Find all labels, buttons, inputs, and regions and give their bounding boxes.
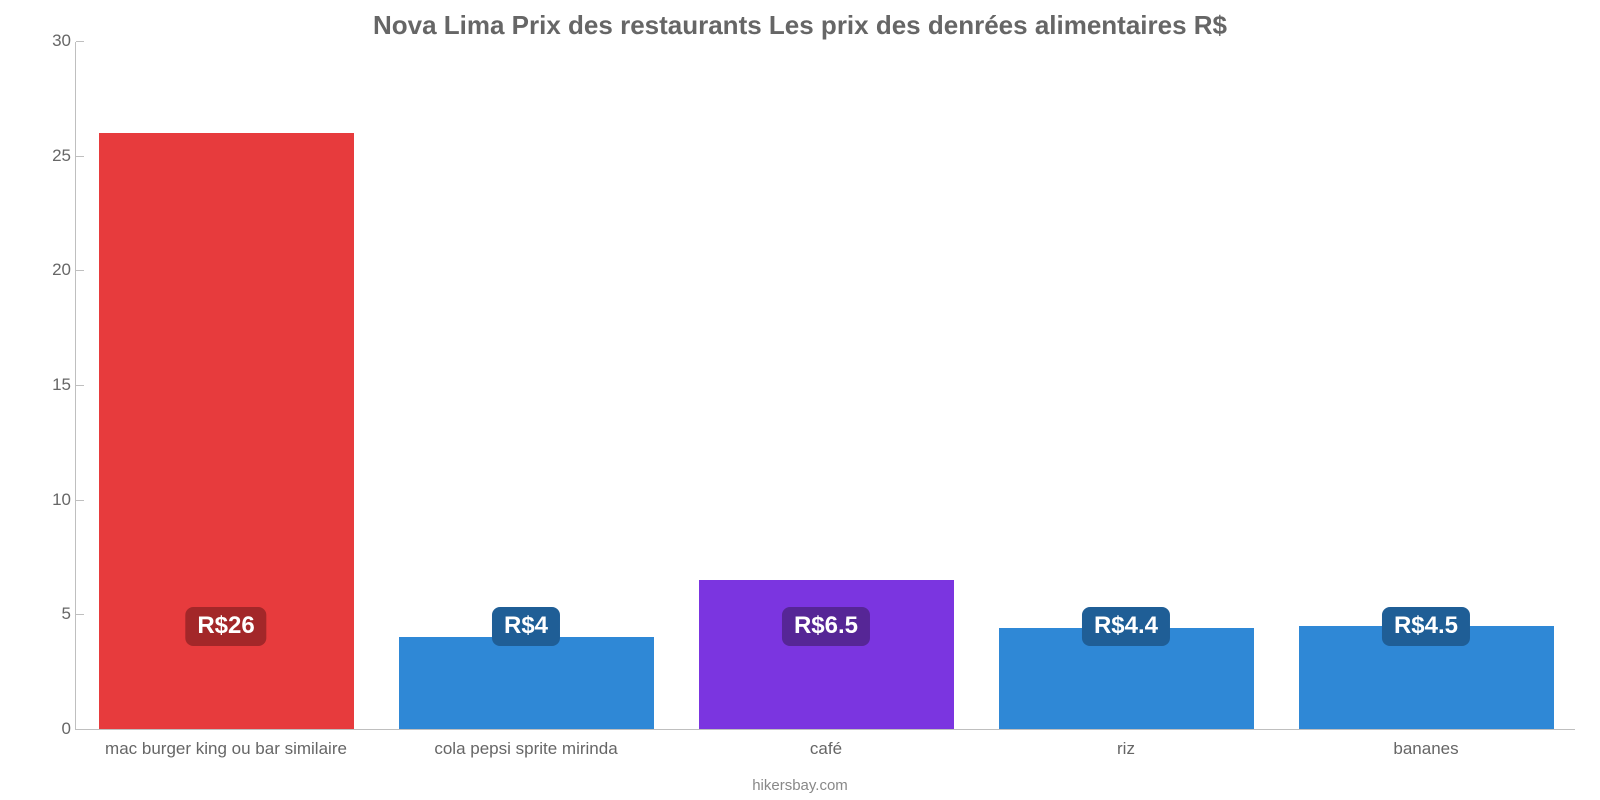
x-category-label: mac burger king ou bar similaire xyxy=(105,739,347,759)
y-tick: 5 xyxy=(31,604,71,624)
y-tick: 0 xyxy=(31,719,71,739)
x-category-label: cola pepsi sprite mirinda xyxy=(434,739,617,759)
bar-value-label: R$26 xyxy=(185,607,266,646)
bar-value-label: R$4 xyxy=(492,607,560,646)
chart-title: Nova Lima Prix des restaurants Les prix … xyxy=(0,10,1600,41)
y-tick: 15 xyxy=(31,375,71,395)
bar-value-label: R$4.5 xyxy=(1382,607,1470,646)
x-category-label: riz xyxy=(1117,739,1135,759)
y-tick: 25 xyxy=(31,146,71,166)
bar xyxy=(699,580,954,729)
bar-value-label: R$6.5 xyxy=(782,607,870,646)
y-tick: 30 xyxy=(31,31,71,51)
bar xyxy=(399,637,654,729)
y-tick: 20 xyxy=(31,260,71,280)
x-category-label: bananes xyxy=(1393,739,1458,759)
plot-area: 051015202530R$26mac burger king ou bar s… xyxy=(75,42,1575,730)
x-category-label: café xyxy=(810,739,842,759)
chart-credit: hikersbay.com xyxy=(0,777,1600,794)
price-chart: Nova Lima Prix des restaurants Les prix … xyxy=(0,0,1600,800)
bar-value-label: R$4.4 xyxy=(1082,607,1170,646)
y-tick: 10 xyxy=(31,490,71,510)
